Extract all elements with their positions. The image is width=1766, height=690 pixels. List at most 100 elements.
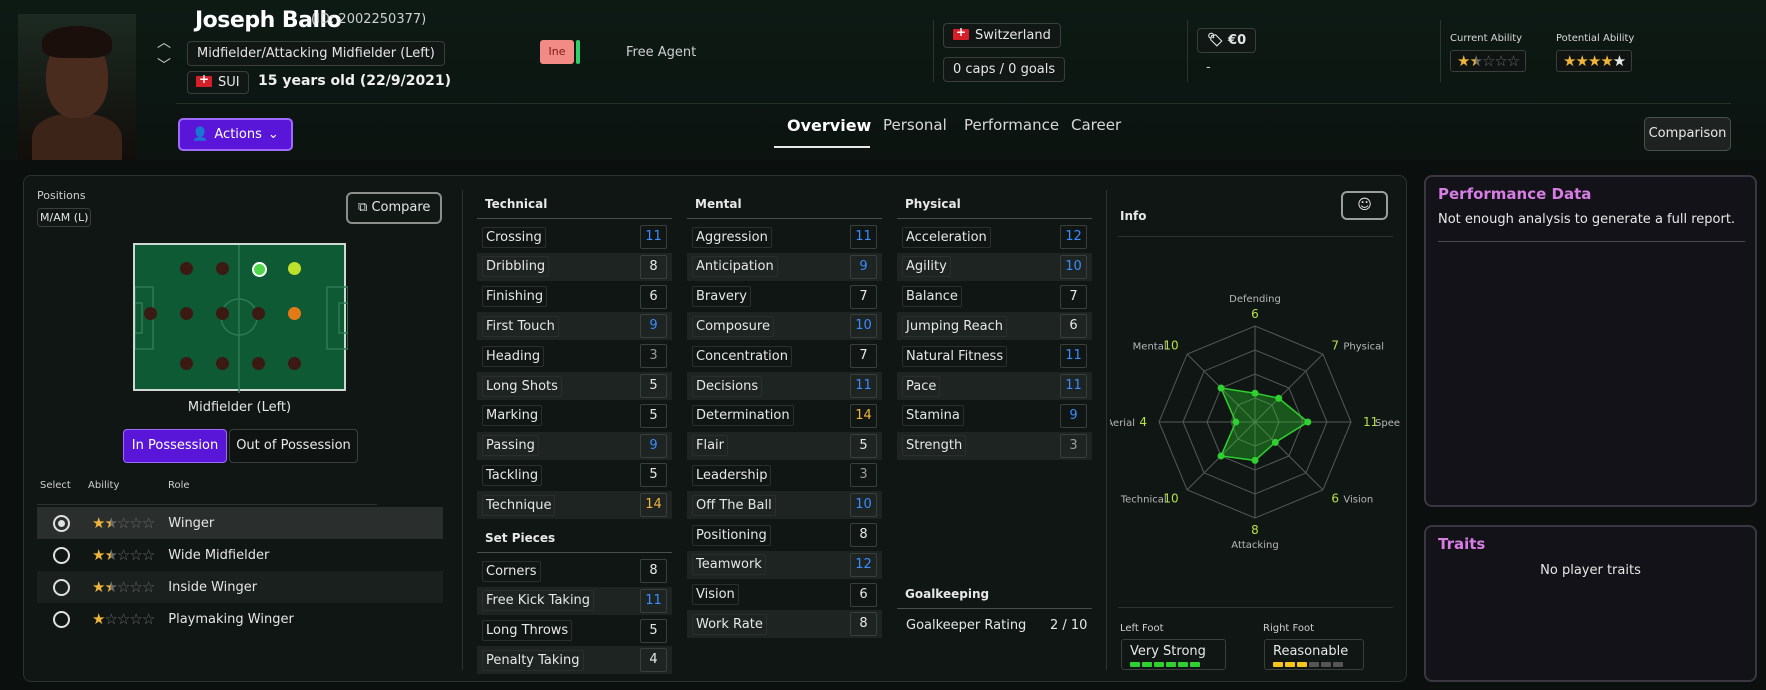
role-radio[interactable]: [53, 610, 70, 628]
nationality-chip: Switzerland: [943, 23, 1061, 48]
foot-bar-segment: [1190, 662, 1200, 667]
nation-chip: SUI: [187, 71, 249, 94]
player-profile-icon[interactable]: ☺: [1341, 191, 1388, 220]
attribute-value: 11: [1060, 374, 1087, 398]
radar-value: 4: [1139, 415, 1147, 429]
pitch-position-dot[interactable]: [180, 357, 193, 370]
attribute-row: Bravery 7: [687, 283, 882, 311]
col-role: Role: [168, 480, 190, 491]
pitch-position-dot[interactable]: [252, 357, 265, 370]
pitch-position-dot[interactable]: [216, 357, 229, 370]
compare-icon: ⧉: [358, 200, 368, 215]
attribute-value: 12: [1060, 225, 1087, 249]
pitch-position-dot[interactable]: [144, 307, 157, 320]
attribute-value: 7: [1060, 284, 1087, 309]
attribute-name: Long Shots: [482, 375, 562, 397]
radar-point: [1275, 394, 1283, 402]
foot-bar-segment: [1333, 662, 1343, 667]
player-age: 15 years old (22/9/2021): [258, 73, 452, 89]
attribute-value: 14: [850, 403, 877, 428]
role-name: Winger: [168, 515, 215, 531]
attribute-row: Dribbling 8: [477, 252, 672, 281]
tab-personal[interactable]: Personal: [883, 116, 947, 134]
pitch-position-dot[interactable]: [216, 262, 229, 275]
out-of-possession-button[interactable]: Out of Possession: [229, 429, 358, 463]
pitch-position-dot[interactable]: [288, 357, 301, 370]
col-select: Select: [40, 480, 71, 491]
attribute-row: Crossing 11: [477, 223, 672, 251]
right-foot-rating: Reasonable: [1264, 639, 1364, 670]
left-foot-bars: [1130, 662, 1217, 667]
attribute-name: Heading: [482, 345, 545, 367]
role-radio[interactable]: [53, 514, 70, 532]
radar-value: 10: [1163, 339, 1178, 353]
pitch-position-dot[interactable]: [252, 307, 265, 320]
pitch-position-dot[interactable]: [288, 307, 301, 320]
right-foot-label: Right Foot: [1263, 623, 1315, 634]
attribute-name: Leadership: [692, 464, 772, 486]
pitch-position-dot[interactable]: [180, 262, 193, 275]
header-divider: [1187, 20, 1188, 82]
radar-label: Vision: [1343, 494, 1373, 505]
attribute-name: Crossing: [482, 226, 546, 248]
left-foot-label: Left Foot: [1120, 623, 1164, 634]
status-bar: [576, 40, 580, 64]
radar-label: Physical: [1343, 342, 1384, 353]
attribute-row: Pace 11: [897, 372, 1092, 400]
attribute-row: Tackling 5: [477, 461, 672, 489]
chevron-down-icon: ⌄: [267, 127, 279, 142]
attribute-name: Agility: [902, 256, 951, 278]
header-divider: [1440, 20, 1441, 82]
comparison-button[interactable]: Comparison: [1644, 117, 1731, 151]
radar-value: 11: [1363, 415, 1378, 429]
next-player-arrow-icon[interactable]: ﹀: [157, 58, 171, 74]
position-chip: Midfielder/Attacking Midfielder (Left): [187, 41, 445, 66]
attribute-value: 10: [850, 493, 877, 518]
role-name: Wide Midfielder: [168, 547, 270, 563]
right-foot-value: Reasonable: [1273, 644, 1349, 659]
tab-overview[interactable]: Overview: [787, 116, 872, 135]
attribute-row: Free Kick Taking 11: [477, 586, 672, 615]
compare-button[interactable]: ⧉ Compare: [346, 192, 443, 224]
attribute-row: Off The Ball 10: [687, 491, 882, 520]
attribute-name: Work Rate: [692, 613, 767, 635]
attribute-value: 10: [1060, 254, 1087, 279]
attribute-value: 9: [1060, 403, 1087, 428]
role-row[interactable]: ★★☆☆☆ Wide Midfielder: [37, 539, 443, 571]
potential-ability-label: Potential Ability: [1556, 33, 1635, 44]
left-foot-value: Very Strong: [1130, 644, 1206, 659]
in-possession-button[interactable]: In Possession: [123, 429, 227, 463]
radar-point: [1232, 418, 1240, 426]
role-radio[interactable]: [53, 546, 70, 564]
attribute-row: Technique 14: [477, 491, 672, 520]
previous-player-arrow-icon[interactable]: ︿: [157, 35, 171, 51]
pitch-position-dot[interactable]: [180, 307, 193, 320]
tag-icon: 🏷: [1207, 33, 1224, 48]
technical-heading: Technical: [485, 197, 548, 211]
role-row[interactable]: ★★☆☆☆ Winger: [37, 507, 443, 539]
actions-button[interactable]: 👤 Actions ⌄: [178, 118, 293, 151]
performance-heading: Performance Data: [1438, 185, 1592, 203]
attribute-name: Strength: [902, 435, 967, 457]
pitch-position-dot[interactable]: [288, 262, 301, 275]
role-radio[interactable]: [53, 578, 70, 596]
radar-value: 10: [1163, 491, 1178, 505]
attribute-row: Composure 10: [687, 312, 882, 341]
role-row[interactable]: ★☆☆☆☆ Playmaking Winger: [37, 603, 443, 635]
attribute-value: 12: [850, 552, 877, 577]
attribute-name: Technique: [482, 494, 556, 516]
attribute-name: Marking: [482, 405, 543, 427]
role-row[interactable]: ★★☆☆☆ Inside Winger: [37, 571, 443, 603]
mental-heading: Mental: [695, 197, 742, 211]
value-chip: 🏷 €0: [1197, 28, 1257, 53]
player-photo: [18, 14, 136, 160]
attribute-value: 9: [640, 314, 667, 339]
attribute-name: First Touch: [482, 315, 559, 337]
tab-career[interactable]: Career: [1071, 116, 1122, 134]
attribute-value: 14: [640, 493, 667, 518]
pitch-position-dot-selected[interactable]: [252, 262, 267, 277]
set-pieces-heading: Set Pieces: [485, 531, 556, 545]
foot-bar-segment: [1297, 662, 1307, 667]
tab-performance[interactable]: Performance: [964, 116, 1060, 134]
pitch-position-dot[interactable]: [216, 307, 229, 320]
